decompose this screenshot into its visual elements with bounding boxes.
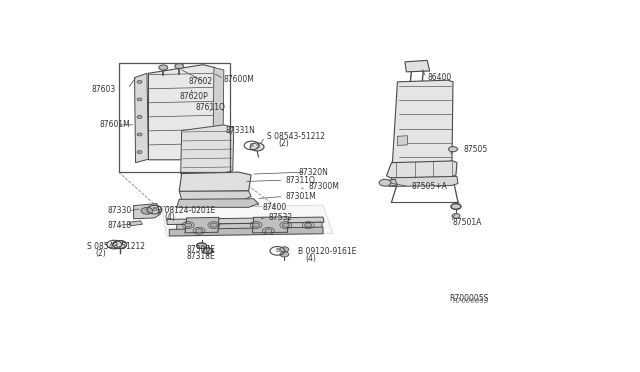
Polygon shape [177, 222, 322, 230]
Circle shape [305, 223, 312, 227]
Polygon shape [177, 199, 259, 207]
Polygon shape [213, 68, 224, 157]
Circle shape [280, 247, 289, 252]
Circle shape [137, 98, 142, 101]
Text: 87320N: 87320N [298, 168, 328, 177]
Text: 87602: 87602 [188, 77, 212, 86]
Circle shape [196, 229, 202, 233]
Text: 87331N: 87331N [225, 126, 255, 135]
Text: 87620P: 87620P [179, 92, 208, 101]
Text: 87330: 87330 [108, 206, 132, 215]
Circle shape [452, 214, 460, 218]
Circle shape [280, 252, 289, 257]
Circle shape [137, 80, 142, 83]
Polygon shape [162, 205, 333, 237]
Polygon shape [405, 60, 429, 72]
Text: 87603: 87603 [92, 84, 116, 93]
Text: B: B [275, 248, 280, 253]
Polygon shape [390, 176, 458, 186]
Circle shape [379, 179, 391, 186]
Circle shape [137, 151, 142, 154]
Circle shape [449, 147, 458, 152]
Text: 87532: 87532 [269, 212, 292, 222]
Circle shape [141, 207, 153, 214]
Text: B 09120-9161E: B 09120-9161E [298, 247, 356, 256]
Circle shape [137, 133, 142, 136]
Circle shape [282, 223, 289, 227]
Polygon shape [179, 191, 251, 200]
Circle shape [250, 143, 264, 151]
Polygon shape [205, 159, 225, 168]
Text: 87505: 87505 [463, 145, 488, 154]
Text: 87300M: 87300M [308, 182, 339, 191]
Polygon shape [180, 125, 234, 174]
Polygon shape [129, 221, 143, 226]
Text: 87418: 87418 [108, 221, 131, 230]
Polygon shape [167, 217, 324, 225]
Polygon shape [179, 172, 251, 191]
Text: 87601M: 87601M [100, 121, 131, 129]
Text: 87311Q: 87311Q [286, 176, 316, 185]
Text: S: S [112, 242, 116, 247]
Text: S 08543-51212: S 08543-51212 [88, 242, 145, 251]
Text: 87600M: 87600M [224, 74, 255, 83]
Circle shape [185, 223, 191, 227]
Text: (2): (2) [278, 139, 289, 148]
Circle shape [203, 248, 213, 254]
Circle shape [253, 223, 260, 227]
Polygon shape [134, 73, 148, 163]
Polygon shape [387, 161, 457, 178]
Text: S: S [255, 144, 259, 150]
Polygon shape [387, 179, 397, 186]
Circle shape [265, 229, 272, 233]
Polygon shape [134, 203, 161, 219]
Text: 86400: 86400 [428, 73, 451, 82]
Text: R700005S: R700005S [449, 295, 489, 304]
Text: 87400: 87400 [262, 203, 287, 212]
Polygon shape [148, 65, 215, 160]
Circle shape [451, 203, 461, 209]
Text: 87505+A: 87505+A [412, 182, 447, 191]
Circle shape [113, 241, 127, 248]
Circle shape [196, 243, 207, 248]
Text: S 08543-51212: S 08543-51212 [268, 132, 326, 141]
Circle shape [159, 65, 168, 70]
Circle shape [137, 116, 142, 118]
Circle shape [211, 223, 218, 227]
Text: 87501A: 87501A [453, 218, 483, 227]
Text: B: B [152, 207, 157, 212]
Text: (2): (2) [95, 248, 106, 258]
Text: S: S [250, 143, 253, 148]
Text: 87318E: 87318E [187, 251, 216, 260]
Polygon shape [253, 217, 288, 233]
Text: 87611Q: 87611Q [196, 103, 225, 112]
Text: (4): (4) [306, 254, 317, 263]
Polygon shape [169, 227, 323, 236]
Text: B 08124-0201E: B 08124-0201E [157, 206, 215, 215]
Text: 87300E: 87300E [187, 245, 216, 254]
Text: (4): (4) [164, 212, 175, 222]
Text: 87301M: 87301M [286, 192, 317, 201]
Circle shape [175, 64, 184, 69]
Polygon shape [392, 80, 453, 164]
Polygon shape [397, 136, 408, 145]
Text: R700005S: R700005S [453, 298, 490, 304]
Bar [118, 63, 230, 172]
Polygon shape [185, 217, 219, 233]
